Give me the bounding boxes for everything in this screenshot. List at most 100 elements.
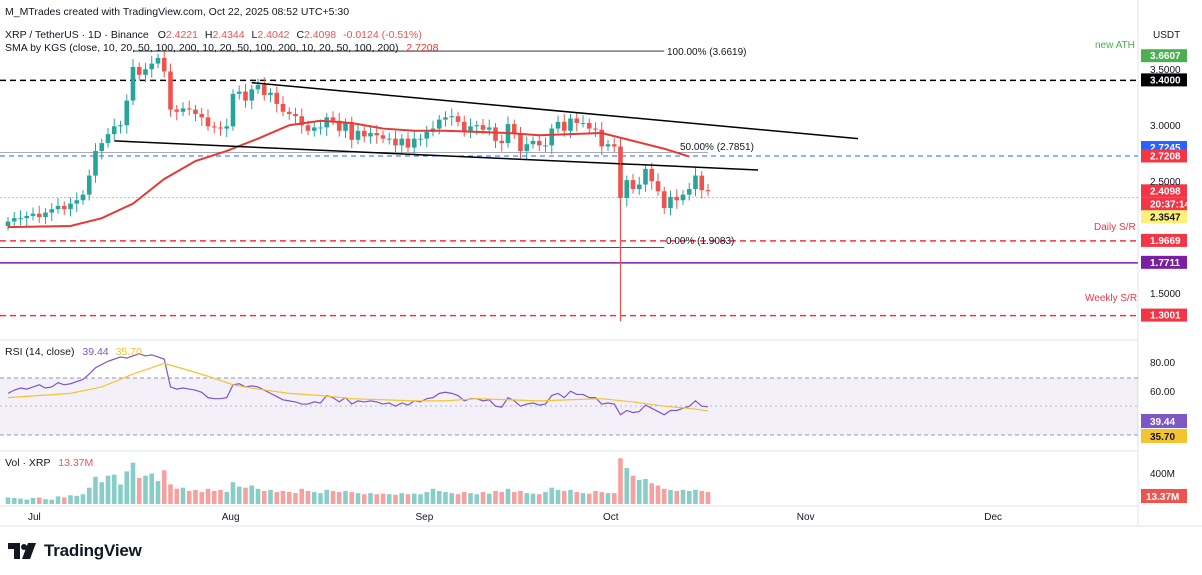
candle[interactable] [105, 134, 111, 144]
candle[interactable] [274, 92, 280, 104]
candle[interactable] [599, 129, 605, 147]
candle[interactable] [611, 144, 617, 147]
candle[interactable] [74, 200, 80, 204]
candle[interactable] [486, 127, 492, 130]
candle[interactable] [655, 181, 661, 192]
candle[interactable] [705, 190, 711, 192]
candle[interactable] [543, 145, 548, 147]
candle[interactable] [474, 125, 480, 127]
candle[interactable] [5, 221, 11, 226]
candle[interactable] [530, 140, 536, 145]
candle[interactable] [405, 138, 411, 148]
candle[interactable] [68, 203, 73, 210]
candle[interactable] [93, 150, 98, 176]
candle[interactable] [699, 175, 705, 191]
candle[interactable] [361, 130, 367, 137]
candle[interactable] [218, 127, 223, 129]
candle[interactable] [80, 194, 86, 201]
candle[interactable] [624, 180, 630, 198]
candle[interactable] [555, 121, 561, 129]
candle[interactable] [480, 125, 486, 130]
candle[interactable] [418, 138, 423, 140]
candle[interactable] [49, 209, 55, 213]
candle[interactable] [180, 108, 186, 112]
candle[interactable] [449, 116, 455, 118]
candle[interactable] [249, 89, 255, 101]
candle[interactable] [343, 122, 348, 131]
candle[interactable] [124, 100, 130, 126]
candle[interactable] [586, 122, 592, 129]
candle[interactable] [243, 91, 248, 101]
candle[interactable] [330, 117, 336, 121]
candle[interactable] [693, 175, 698, 190]
tradingview-logo[interactable]: TradingView [8, 541, 142, 561]
candle[interactable] [199, 114, 205, 118]
candle[interactable] [99, 143, 105, 151]
candle[interactable] [643, 168, 648, 185]
channel-lower-line[interactable] [114, 140, 759, 171]
candle[interactable] [468, 126, 473, 131]
channel-upper-line[interactable] [251, 81, 859, 140]
candle[interactable] [161, 58, 167, 72]
candle[interactable] [30, 213, 36, 216]
candle[interactable] [511, 124, 517, 134]
candle[interactable] [299, 116, 305, 126]
candle[interactable] [86, 175, 92, 195]
candle[interactable] [305, 125, 311, 131]
candle[interactable] [355, 130, 361, 140]
candle[interactable] [436, 119, 442, 129]
candle[interactable] [630, 180, 636, 190]
candle[interactable] [280, 103, 286, 112]
candle[interactable] [255, 84, 261, 90]
candle[interactable] [55, 205, 61, 210]
candle[interactable] [374, 133, 380, 136]
candle[interactable] [568, 118, 573, 131]
candle[interactable] [293, 114, 298, 117]
candle[interactable] [686, 189, 692, 195]
candle[interactable] [149, 63, 155, 70]
candle[interactable] [499, 140, 505, 144]
candle[interactable] [236, 91, 242, 94]
candle[interactable] [393, 138, 398, 146]
candle[interactable] [155, 58, 161, 64]
candle[interactable] [211, 126, 217, 128]
candle[interactable] [230, 93, 236, 127]
candle[interactable] [268, 92, 273, 95]
candle[interactable] [111, 126, 117, 135]
candle[interactable] [136, 66, 142, 75]
currency-label[interactable]: USDT [1153, 30, 1180, 41]
candle[interactable] [455, 116, 461, 122]
candle[interactable] [318, 127, 323, 129]
candle[interactable] [399, 138, 405, 146]
candle[interactable] [411, 138, 417, 148]
candle[interactable] [205, 117, 211, 127]
candle[interactable] [18, 218, 23, 220]
candle[interactable] [561, 121, 567, 131]
candle[interactable] [61, 205, 67, 210]
candle[interactable] [286, 111, 292, 114]
candle[interactable] [668, 196, 673, 209]
candle[interactable] [636, 184, 642, 190]
candle[interactable] [43, 212, 48, 218]
candle[interactable] [536, 140, 542, 146]
candle[interactable] [193, 109, 198, 114]
candle[interactable] [574, 118, 580, 123]
candle[interactable] [24, 215, 30, 219]
candle[interactable] [336, 120, 342, 131]
candle[interactable] [605, 144, 611, 147]
candle[interactable] [493, 127, 498, 141]
candle[interactable] [261, 84, 267, 95]
candle[interactable] [518, 133, 523, 151]
candle[interactable] [349, 122, 355, 140]
candle[interactable] [461, 121, 467, 131]
candle[interactable] [143, 69, 148, 75]
candle[interactable] [174, 109, 180, 112]
candle[interactable] [224, 126, 230, 129]
candle[interactable] [424, 131, 430, 139]
candle[interactable] [11, 218, 17, 222]
candle[interactable] [311, 127, 317, 131]
candle[interactable] [661, 191, 667, 209]
candle[interactable] [324, 117, 330, 128]
candle[interactable] [386, 138, 392, 140]
